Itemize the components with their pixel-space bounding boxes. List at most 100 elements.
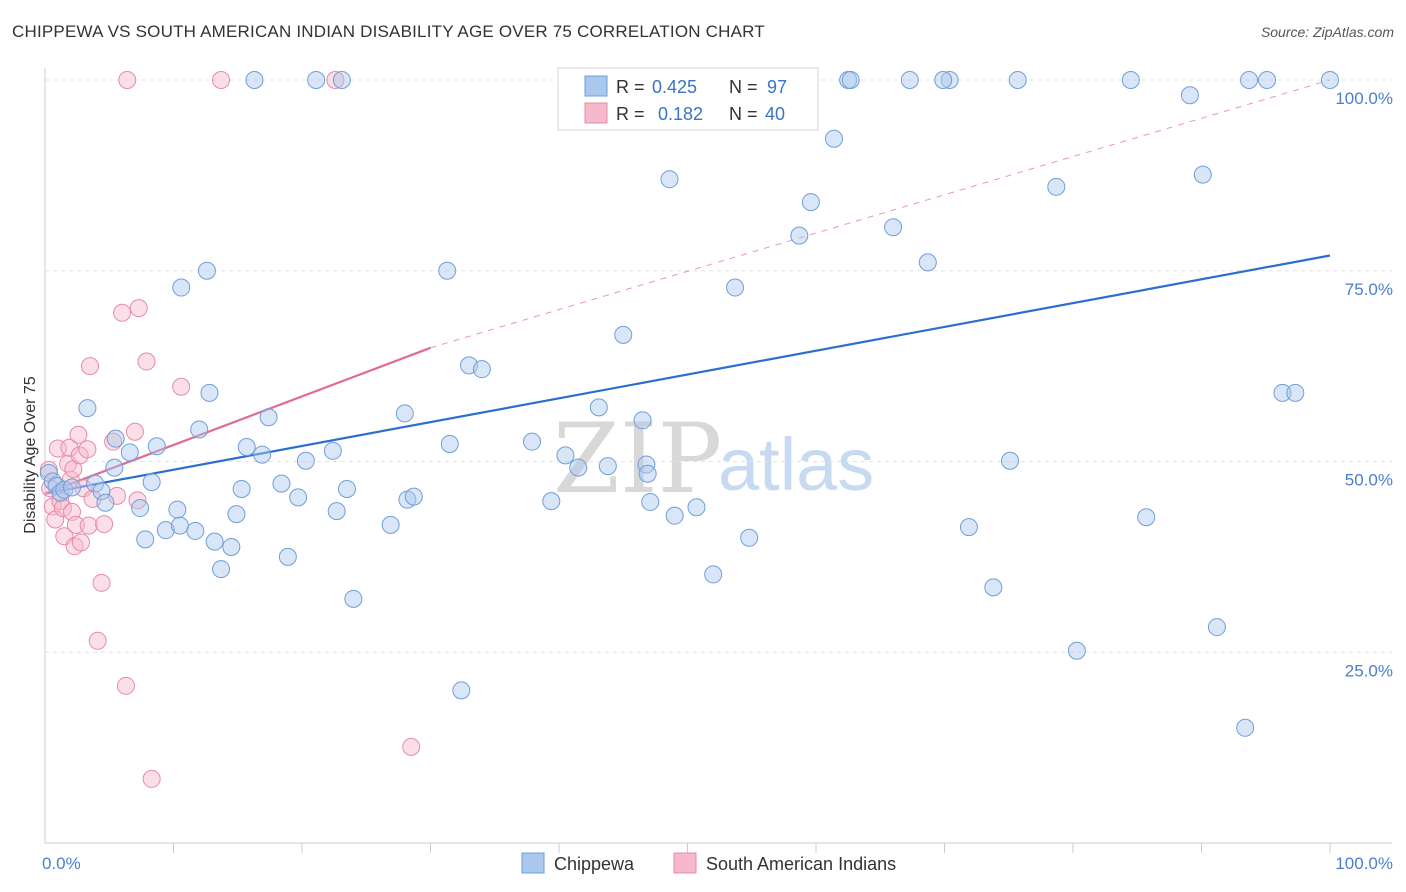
south-american-indians-trend-extension: [430, 79, 1331, 349]
chippewa-point: [614, 325, 633, 344]
chippewa-point: [92, 482, 111, 501]
chippewa-point: [1286, 383, 1305, 402]
chippewa-point: [156, 521, 175, 540]
chippewa-point: [940, 71, 959, 89]
chippewa-point: [190, 420, 209, 439]
south-american-indians-point: [172, 377, 191, 396]
chippewa-point: [1008, 71, 1027, 89]
south-american-indians-point: [66, 515, 85, 534]
chippewa-point: [227, 505, 246, 524]
south-american-indians-point: [104, 432, 123, 451]
chippewa-point: [212, 560, 231, 579]
chippewa-point: [1193, 165, 1212, 184]
gridlines: [45, 79, 1392, 653]
south-american-indians-point: [326, 71, 345, 89]
chippewa-point: [200, 383, 219, 402]
chippewa-point: [1240, 71, 1259, 89]
chippewa-point: [740, 528, 759, 547]
south-american-indians-point: [92, 573, 111, 592]
chippewa-point: [824, 129, 843, 148]
south-american-indians-point: [125, 422, 144, 441]
chippewa-point: [147, 437, 166, 456]
chippewa-point: [259, 408, 278, 427]
south-american-indians-point: [402, 737, 421, 756]
bottom-legend-label-chippewa: Chippewa: [554, 854, 635, 874]
south-american-indians-point: [118, 71, 137, 89]
chippewa-point: [272, 474, 291, 493]
y-tick-label: 75.0%: [1345, 280, 1393, 299]
tick-labels: 25.0% 50.0% 75.0% 100.0% 0.0% 100.0%: [42, 89, 1393, 873]
chippewa-point: [1001, 451, 1020, 470]
chippewa-point: [404, 487, 423, 506]
y-tick-label: 100.0%: [1335, 89, 1393, 108]
south-american-indians-point: [80, 357, 99, 376]
chippewa-point: [96, 493, 115, 512]
legend-swatch-chippewa: [584, 75, 608, 97]
legend-r-value-2: 0.182: [658, 104, 703, 124]
chippewa-points: [39, 71, 1339, 737]
south-american-indians-point: [78, 440, 97, 459]
bottom-legend-label-south-american-indians: South American Indians: [706, 854, 896, 874]
south-american-indians-point: [137, 352, 156, 371]
chippewa-point: [245, 71, 264, 89]
chippewa-point: [307, 71, 326, 89]
chippewa-point: [344, 589, 363, 608]
chippewa-point: [589, 398, 608, 417]
chippewa-point: [172, 278, 191, 297]
chippewa-point: [86, 474, 105, 493]
legend-n-value-1: 97: [767, 77, 787, 97]
chippewa-point: [296, 451, 315, 470]
chippewa-point: [170, 516, 189, 535]
chippewa-point: [1121, 71, 1140, 89]
chippewa-point: [197, 261, 216, 280]
chippewa-point: [934, 71, 953, 89]
south-american-indians-point: [116, 676, 135, 695]
south-american-indians-point: [53, 499, 72, 518]
chippewa-point: [232, 479, 251, 498]
chippewa-point: [790, 226, 809, 245]
chippewa-point: [633, 411, 652, 430]
chippewa-point: [542, 492, 561, 511]
bottom-legend: Chippewa South American Indians: [521, 852, 896, 874]
chippewa-point: [687, 498, 706, 517]
chippewa-point: [1236, 718, 1255, 737]
chippewa-point: [1047, 177, 1066, 196]
chippewa-point: [62, 478, 81, 497]
south-american-indians-point: [142, 769, 161, 788]
chippewa-point: [660, 170, 679, 189]
chippewa-point: [395, 404, 414, 423]
chippewa-point: [327, 502, 346, 521]
chippewa-point: [598, 457, 617, 476]
south-american-indians-point: [88, 631, 107, 650]
chippewa-point: [222, 537, 241, 556]
chippewa-point: [1207, 618, 1226, 637]
south-american-indians-point: [69, 425, 88, 444]
chippewa-point: [884, 218, 903, 237]
chippewa-trend-line: [44, 254, 1331, 495]
chippewa-point: [131, 499, 150, 518]
chippewa-point: [205, 532, 224, 551]
chippewa-point: [136, 530, 155, 549]
south-american-indians-points: [39, 71, 421, 788]
chippewa-point: [168, 500, 187, 519]
south-american-indians-point: [212, 71, 231, 89]
y-tick-label: 25.0%: [1345, 661, 1393, 680]
legend-n-label-2: N =: [729, 104, 758, 124]
chippewa-point: [332, 71, 351, 89]
chippewa-point: [641, 492, 660, 511]
chippewa-point: [323, 441, 342, 460]
chippewa-point: [704, 565, 723, 584]
chippewa-point: [237, 438, 256, 457]
chippewa-point: [841, 71, 860, 89]
legend-r-label-2: R =: [616, 104, 645, 124]
chippewa-point: [726, 278, 745, 297]
chippewa-point: [556, 446, 575, 465]
chippewa-point: [1273, 383, 1292, 402]
chippewa-point: [1067, 641, 1086, 660]
chippewa-point: [523, 432, 542, 451]
axes: [44, 68, 1392, 853]
bottom-legend-swatch-chippewa: [521, 852, 545, 874]
legend-swatch-south-american-indians: [584, 102, 608, 124]
legend-n-value-2: 40: [765, 104, 785, 124]
